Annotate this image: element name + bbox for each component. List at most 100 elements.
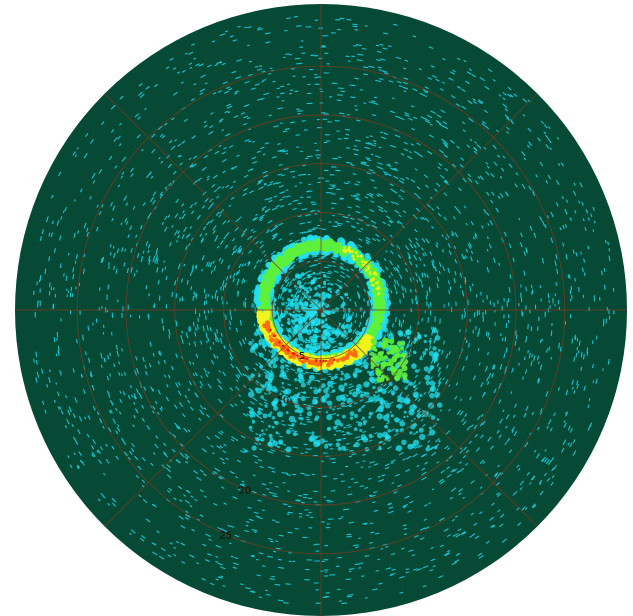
echo-blob bbox=[355, 330, 360, 335]
echo-blob bbox=[315, 359, 318, 362]
echo-blob bbox=[425, 447, 431, 452]
echo-blob bbox=[412, 391, 419, 398]
echo-blob bbox=[322, 274, 327, 278]
echo-blob bbox=[310, 237, 314, 241]
echo-blob bbox=[287, 327, 292, 333]
echo-blob bbox=[380, 362, 385, 367]
echo-blob bbox=[368, 415, 371, 419]
echo-blob bbox=[282, 250, 289, 258]
echo-blob bbox=[359, 340, 365, 347]
echo-blob bbox=[265, 428, 268, 431]
echo-blob bbox=[272, 439, 276, 443]
echo-blob bbox=[325, 239, 331, 245]
echo-blob bbox=[288, 288, 292, 293]
echo-blob bbox=[326, 327, 330, 330]
echo-blob bbox=[318, 284, 321, 288]
echo-blob bbox=[248, 341, 253, 346]
echo-blob bbox=[297, 407, 304, 414]
echo-blob bbox=[264, 298, 270, 303]
echo-blob bbox=[270, 411, 273, 414]
echo-blob bbox=[280, 369, 285, 374]
echo-blob bbox=[319, 438, 326, 444]
echo-blob bbox=[259, 364, 264, 369]
echo-blob bbox=[287, 297, 291, 302]
echo-blob bbox=[257, 374, 261, 378]
echo-blob bbox=[281, 382, 285, 385]
echo-blob bbox=[309, 304, 312, 308]
echo-blob bbox=[300, 249, 306, 255]
echo-blob bbox=[346, 394, 349, 397]
echo-blob bbox=[362, 416, 365, 419]
echo-blob bbox=[340, 388, 345, 392]
echo-blob bbox=[318, 380, 321, 383]
echo-blob bbox=[349, 391, 352, 395]
echo-blob bbox=[359, 429, 363, 432]
echo-blob bbox=[434, 335, 441, 341]
echo-blob bbox=[354, 257, 360, 263]
echo-blob bbox=[267, 323, 271, 327]
echo-blob bbox=[314, 246, 319, 252]
echo-blob bbox=[313, 330, 317, 334]
echo-blob bbox=[406, 380, 410, 384]
echo-blob bbox=[333, 247, 338, 252]
echo-blob bbox=[301, 285, 305, 290]
echo-blob bbox=[310, 324, 313, 327]
echo-blob bbox=[321, 395, 327, 401]
echo-blob bbox=[373, 303, 379, 309]
echo-blob bbox=[304, 341, 308, 344]
echo-blob bbox=[299, 414, 302, 417]
echo-blob bbox=[429, 392, 435, 399]
echo-blob bbox=[300, 313, 303, 316]
echo-blob bbox=[429, 429, 436, 436]
echo-blob bbox=[294, 317, 299, 322]
echo-blob bbox=[354, 251, 358, 254]
echo-blob bbox=[349, 411, 355, 416]
echo-blob bbox=[297, 320, 303, 326]
echo-blob bbox=[275, 318, 281, 324]
echo-blob bbox=[261, 302, 267, 308]
echo-blob bbox=[379, 388, 383, 392]
echo-blob bbox=[395, 428, 399, 433]
echo-blob bbox=[419, 433, 426, 441]
echo-blob bbox=[385, 349, 388, 352]
echo-blob bbox=[339, 342, 343, 347]
echo-blob bbox=[264, 404, 268, 408]
echo-blob bbox=[318, 243, 323, 248]
echo-blob bbox=[293, 297, 299, 302]
echo-blob bbox=[297, 367, 300, 370]
echo-blob bbox=[359, 393, 364, 398]
echo-blob bbox=[318, 329, 322, 333]
echo-blob bbox=[413, 404, 418, 409]
echo-blob bbox=[380, 351, 384, 355]
echo-blob bbox=[424, 374, 431, 381]
echo-blob bbox=[281, 302, 285, 306]
echo-blob bbox=[295, 324, 299, 328]
echo-blob bbox=[367, 265, 370, 269]
echo-blob bbox=[266, 385, 272, 392]
echo-blob bbox=[404, 396, 411, 404]
echo-blob bbox=[333, 375, 338, 379]
echo-blob bbox=[253, 331, 259, 337]
echo-blob bbox=[294, 273, 300, 279]
echo-blob bbox=[268, 424, 271, 428]
echo-blob bbox=[299, 346, 303, 350]
echo-blob bbox=[327, 287, 332, 292]
echo-blob bbox=[384, 425, 387, 428]
echo-blob bbox=[297, 373, 304, 380]
echo-blob bbox=[387, 419, 390, 423]
echo-blob bbox=[268, 282, 272, 286]
echo-blob bbox=[285, 446, 292, 453]
echo-blob bbox=[412, 350, 417, 354]
echo-blob bbox=[370, 351, 375, 356]
echo-blob bbox=[262, 279, 268, 285]
echo-blob bbox=[258, 297, 263, 302]
echo-blob bbox=[293, 357, 296, 360]
echo-blob bbox=[309, 288, 313, 291]
echo-blob bbox=[290, 298, 294, 303]
echo-blob bbox=[315, 435, 319, 439]
echo-blob bbox=[370, 338, 377, 345]
echo-blob bbox=[282, 403, 286, 407]
echo-blob bbox=[408, 409, 415, 416]
echo-blob bbox=[336, 413, 339, 417]
echo-blob bbox=[384, 402, 391, 409]
